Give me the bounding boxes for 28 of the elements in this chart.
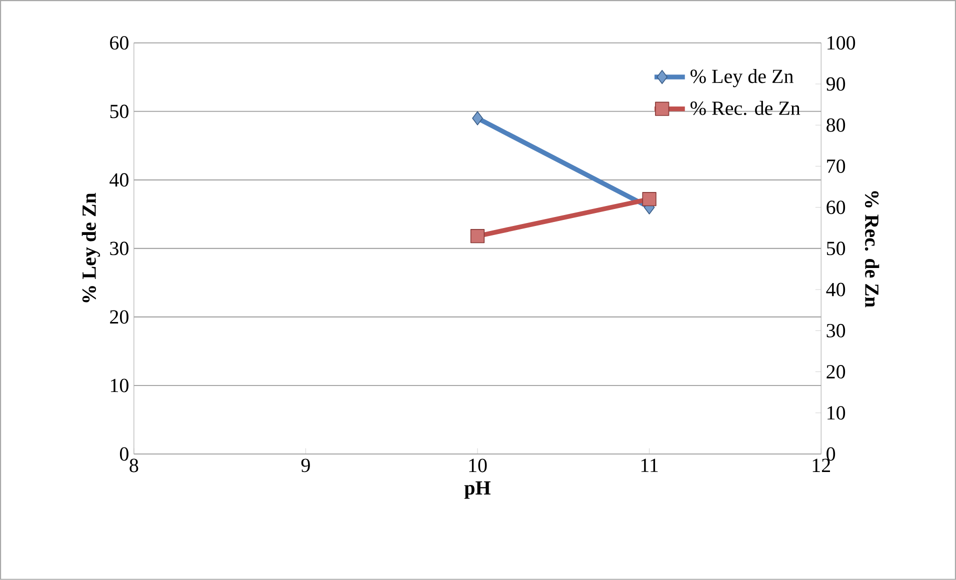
y-tick-label: 0 [120, 447, 128, 461]
y2-tick-label: 60 [826, 200, 846, 214]
y-tick-label: 20 [110, 310, 128, 324]
y-tick-label: 60 [110, 36, 128, 50]
x-axis-title: pH [464, 481, 491, 499]
y2-tick-label: 70 [827, 160, 846, 173]
y2-tick-label: 10 [828, 406, 846, 420]
y2-tick-label: 40 [826, 282, 846, 296]
legend-label: % Rec. de Zn [690, 100, 800, 116]
y2-tick-label: 0 [826, 447, 836, 461]
y2-tick-label: 50 [826, 242, 846, 256]
y2-tick-label: 20 [826, 365, 846, 379]
y-axis-title: % Ley de Zn [82, 192, 100, 302]
x-tick-label: 10 [469, 458, 487, 472]
legend-label: % Ley de Zn [690, 69, 794, 88]
y-tick-label: 10 [110, 378, 128, 392]
x-tick-label: 9 [301, 458, 310, 472]
y-tick-label: 50 [110, 104, 128, 118]
y-tick-label: 30 [110, 242, 128, 256]
x-tick-label: 11 [641, 458, 658, 472]
x-tick-label: 12 [812, 458, 830, 472]
y2-tick-label: 80 [826, 118, 846, 132]
y2-tick-label: 90 [826, 77, 846, 91]
y-tick-label: 40 [110, 173, 128, 187]
x-tick-label: 8 [130, 458, 138, 472]
y2-tick-label: 100 [828, 36, 856, 50]
y2-tick-label: 30 [826, 324, 846, 338]
y2-axis-title: % Rec. de Zn [864, 191, 880, 308]
